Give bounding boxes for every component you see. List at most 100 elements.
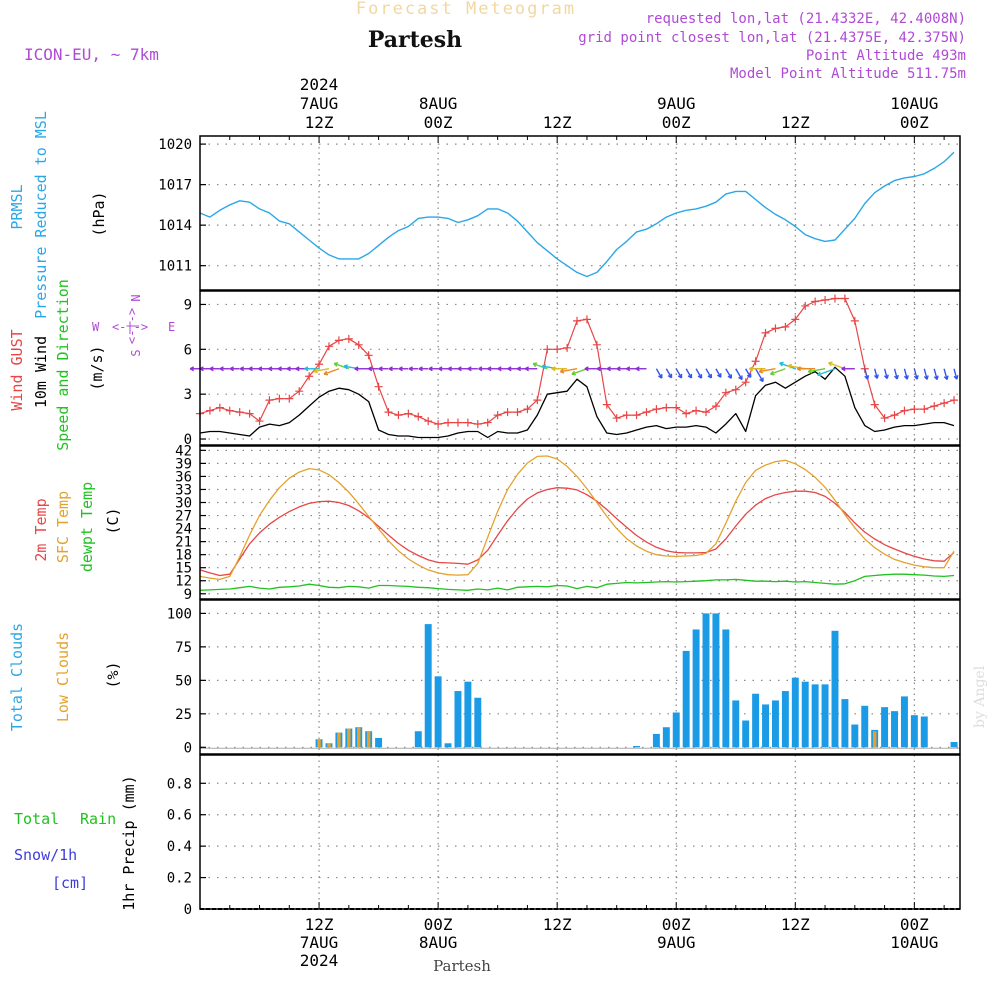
arrow-head: [626, 366, 631, 372]
wind-direction-arrow: [873, 368, 879, 379]
gust-marker: [781, 322, 790, 331]
requested-coords: requested lon,lat (21.4332E, 42.4008N): [646, 11, 966, 27]
arrow-shaft: [685, 368, 693, 379]
wind-direction-arrow: [559, 368, 578, 374]
time-label-top: 8AUG: [419, 94, 458, 113]
arrow-head: [677, 373, 683, 379]
arrow-head: [913, 375, 919, 380]
gust-marker: [771, 324, 780, 333]
arrow-head: [524, 366, 529, 372]
gust-marker: [721, 388, 730, 397]
arrow-shaft: [735, 368, 743, 380]
gust-marker: [315, 360, 324, 369]
total-cloud-bar: [672, 712, 680, 748]
arrow-head: [368, 366, 373, 372]
arrow-head: [571, 370, 576, 376]
y-tick-label: 0: [184, 902, 192, 918]
meteogram-title: Forecast Meteogram: [356, 0, 576, 19]
arrow-head: [532, 362, 538, 368]
arrow-shaft: [745, 368, 752, 378]
wind-direction-arrow: [816, 368, 836, 377]
wind-direction-arrow: [755, 368, 764, 383]
wind-direction-arrow: [596, 366, 607, 372]
total-cloud-bar: [861, 705, 869, 748]
wind-direction-arrow: [665, 368, 673, 379]
gust-marker: [334, 336, 343, 345]
wind-direction-arrow: [438, 366, 449, 372]
time-label-bottom: 10AUG: [890, 933, 938, 952]
data-layer: [189, 151, 960, 749]
total-cloud-bar: [742, 720, 750, 748]
arrow-head: [841, 366, 846, 372]
gust-marker: [463, 418, 472, 427]
gust-marker: [741, 378, 750, 387]
y-tick-label: 9: [184, 587, 192, 603]
arrow-head: [239, 366, 245, 372]
arrow-head: [828, 361, 833, 367]
arrow-head: [209, 366, 214, 372]
time-label-bottom: 12Z: [781, 915, 810, 934]
y-tick-label: 50: [175, 673, 192, 689]
gust-marker: [245, 409, 254, 418]
wind-direction-arrow: [239, 366, 250, 372]
wind-direction-arrow: [770, 368, 786, 376]
temp-2m-line: [199, 487, 955, 577]
wind-direction-arrow: [705, 368, 713, 379]
low-cloud-bar: [357, 727, 361, 748]
gust-marker: [225, 406, 234, 415]
time-label-top: 00Z: [662, 113, 691, 132]
gust-marker: [563, 343, 572, 352]
temp-sfc-label: SFC Temp: [54, 491, 72, 563]
wind-direction-arrow: [616, 366, 627, 372]
total-cloud-bar: [752, 693, 760, 748]
gust-marker: [830, 294, 839, 303]
total-cloud-bar: [910, 715, 918, 748]
arrow-head: [779, 361, 784, 367]
total-cloud-bar: [732, 700, 740, 748]
arrow-head: [697, 374, 703, 379]
total-cloud-bar: [454, 691, 462, 748]
arrow-shaft: [808, 368, 826, 373]
arrow-head: [770, 370, 775, 376]
arrow-head: [596, 366, 601, 372]
compass-center: <-|->: [112, 320, 148, 334]
wind-direction-arrow: [551, 366, 568, 372]
arrow-head: [219, 366, 224, 372]
gust-marker: [682, 409, 691, 418]
wind-direction-arrow: [219, 366, 230, 372]
wind-direction-arrow: [715, 368, 722, 378]
wind-direction-arrow: [626, 366, 637, 372]
wind-direction-arrow: [313, 368, 330, 374]
gust-marker: [910, 405, 919, 414]
wind-direction-arrow: [913, 368, 919, 380]
low-cloud-bar: [327, 743, 331, 748]
y-tick-label: 0.8: [167, 776, 192, 792]
wind-direction-arrow: [447, 366, 458, 372]
time-label-top: 9AUG: [657, 94, 696, 113]
gust-marker: [205, 406, 214, 415]
time-label-bottom: 00Z: [900, 915, 929, 934]
compass-east: E: [168, 320, 175, 334]
wind-direction-arrow: [524, 366, 538, 372]
wind-direction-arrow: [758, 368, 776, 374]
y-tick-label: 1014: [158, 218, 192, 234]
wind-direction-arrow: [457, 366, 468, 372]
gust-marker: [255, 417, 264, 426]
wind-direction-arrow: [735, 368, 743, 381]
y-tick-label: 0: [184, 740, 192, 756]
gust-marker: [582, 315, 591, 324]
total-cloud-bar: [444, 743, 452, 748]
wind-direction-arrow: [248, 366, 260, 372]
arrow-head: [667, 373, 673, 379]
model-label: ICON-EU, ~ 7km: [24, 45, 159, 64]
wind-direction-arrow: [199, 366, 210, 372]
total-cloud-bar: [652, 733, 660, 748]
total-cloud-bar: [920, 716, 928, 748]
wind-direction-arrow: [883, 368, 889, 380]
wind-direction-arrow: [323, 368, 340, 376]
total-cloud-bar: [891, 711, 898, 748]
arrow-head: [507, 366, 512, 372]
wind-10m-label: 10m Wind: [32, 336, 50, 408]
wind-gust-label: Wind GUST: [8, 329, 26, 410]
